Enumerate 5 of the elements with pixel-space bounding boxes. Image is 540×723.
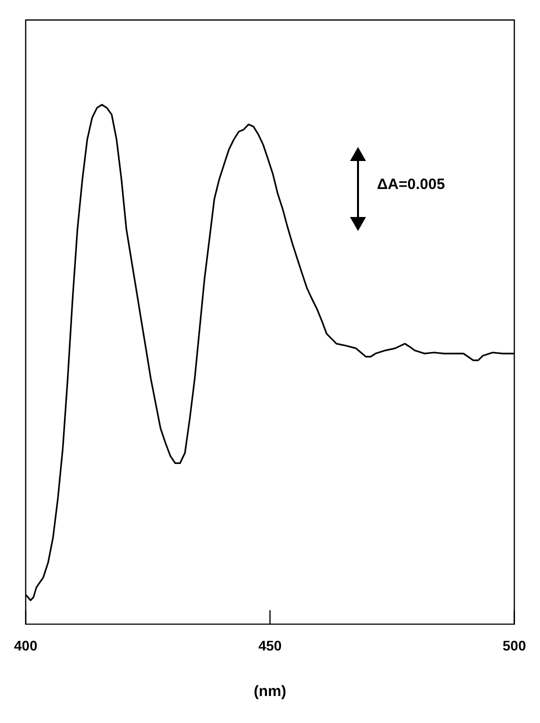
x-tick-label: 500 — [502, 637, 526, 654]
x-tick-label: 450 — [258, 637, 282, 654]
annotation: ΔA=0.005 — [377, 176, 445, 193]
x-tick-label: 400 — [14, 637, 38, 654]
x-axis-title: (nm) — [254, 683, 286, 700]
